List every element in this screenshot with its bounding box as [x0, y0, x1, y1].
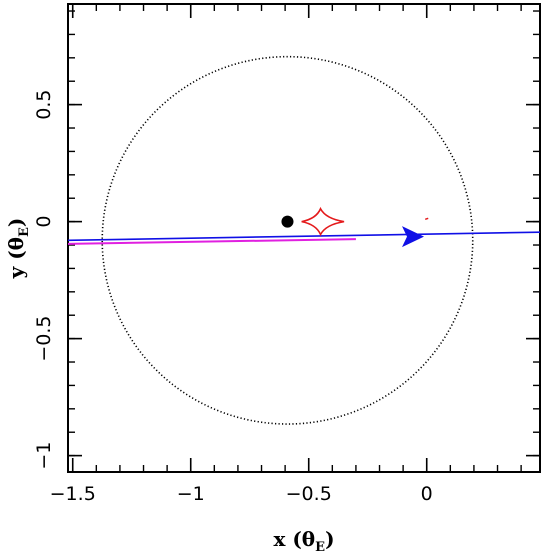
source-trajectory-magenta — [67, 238, 356, 245]
x-tick-label: −0.5 — [286, 483, 332, 505]
caustic — [301, 206, 345, 237]
y-tick-labels: −1 −0.5 0 0.5 — [33, 90, 55, 470]
x-tick-label: −1.5 — [50, 483, 96, 505]
lens-mass-marker — [281, 215, 294, 228]
plot-frame — [67, 3, 541, 473]
major-ticks — [68, 4, 540, 472]
source-trajectory-blue — [67, 231, 541, 242]
y-tick-label: −0.5 — [33, 316, 55, 362]
x-tick-label: −1 — [177, 483, 205, 505]
plot-marks — [67, 55, 541, 425]
minor-ticks — [68, 4, 540, 472]
y-tick-label: 0 — [33, 216, 55, 228]
einstein-ring — [101, 55, 474, 425]
y-axis-title: y (θE) — [4, 218, 32, 280]
y-tick-label: −1 — [33, 442, 55, 470]
small-mark — [424, 217, 429, 220]
direction-arrow — [402, 226, 424, 248]
x-axis-title: x (θE) — [273, 527, 334, 555]
x-tick-labels: −1.5 −1 −0.5 0 — [50, 483, 433, 505]
y-tick-label: 0.5 — [33, 90, 55, 120]
x-tick-label: 0 — [421, 483, 433, 505]
